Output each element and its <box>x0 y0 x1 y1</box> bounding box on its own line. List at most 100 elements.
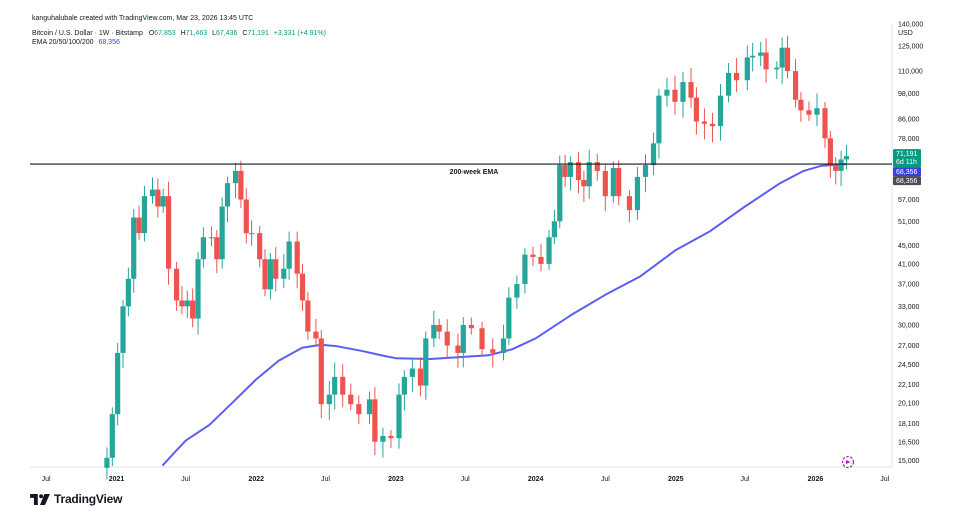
price-axis[interactable]: 15,000 16,500 18,100 20,100 22,100 24,500 27,0… <box>898 22 923 465</box>
x-tick-label: Jul <box>741 476 750 483</box>
candle <box>190 288 196 328</box>
candle-body <box>214 237 220 260</box>
candle <box>380 427 386 458</box>
candle-body <box>318 338 324 405</box>
y-tick-label: 27,000 <box>898 343 920 350</box>
candle <box>326 380 332 421</box>
candle <box>822 102 828 149</box>
candle <box>340 364 346 408</box>
candle-body <box>602 170 608 197</box>
candle <box>717 83 724 141</box>
countdown-value: 6d 11h <box>896 159 917 166</box>
candle-body <box>396 394 402 439</box>
candle <box>401 370 407 411</box>
candle-body <box>243 199 249 234</box>
candle <box>610 161 616 203</box>
candle <box>468 317 474 335</box>
candle-body <box>709 123 716 127</box>
candle-body <box>506 297 512 339</box>
last-price-tag-bg <box>893 149 921 168</box>
candle <box>174 261 180 311</box>
candle-body <box>774 67 780 70</box>
line-price-tag-bg <box>893 176 921 186</box>
line-price-value: 68,356 <box>896 178 918 185</box>
candle-body <box>313 331 319 339</box>
y-tick-label: 78,000 <box>898 136 920 143</box>
candle-body <box>372 399 378 442</box>
currency-label: USD <box>898 30 913 37</box>
tradingview-logo[interactable]: TradingView <box>30 492 122 506</box>
candle <box>396 383 402 449</box>
candle-body <box>332 376 338 395</box>
candle <box>267 252 273 300</box>
candle-body <box>273 259 279 279</box>
y-tick-label: 33,000 <box>898 304 920 311</box>
horizontal-line-layer: 200-week EMA <box>30 163 892 176</box>
candle-body <box>436 324 442 332</box>
candle-body <box>423 338 429 386</box>
candle-body <box>200 237 206 260</box>
candle <box>479 321 485 356</box>
candle <box>160 188 166 213</box>
candle-body <box>179 300 185 307</box>
candle <box>642 154 649 193</box>
candle-body <box>490 349 496 353</box>
candle-body <box>141 196 148 234</box>
y-tick-label: 98,000 <box>898 91 920 98</box>
candle-body <box>409 368 415 377</box>
candle <box>814 93 820 126</box>
candle-body <box>822 108 828 139</box>
candle-body <box>190 300 196 319</box>
candle <box>219 197 225 269</box>
candle-body <box>650 143 657 166</box>
candle <box>680 71 686 118</box>
y-tick-label: 15,000 <box>898 458 920 465</box>
candle <box>332 362 338 410</box>
candle <box>460 317 466 368</box>
candle-body <box>155 189 161 207</box>
candle-body <box>104 457 110 468</box>
candle-body <box>219 206 225 260</box>
candle-body <box>348 394 354 405</box>
y-tick-label: 41,000 <box>898 261 920 268</box>
candle-body <box>455 345 461 353</box>
candle <box>688 68 694 108</box>
candle <box>693 87 700 135</box>
candle <box>214 230 220 274</box>
candle-body <box>500 338 507 353</box>
candle <box>634 167 641 220</box>
candle <box>490 338 496 368</box>
candle <box>313 318 319 346</box>
candle-body <box>688 82 694 98</box>
time-axis[interactable]: Jul 2021 Jul 2022 Jul 2023 Jul 2024 Jul 2025 Jul 20… <box>42 476 890 483</box>
candle <box>774 61 780 80</box>
candle <box>586 149 592 199</box>
candle-body <box>184 300 190 307</box>
y-tick-label: 110,000 <box>898 69 923 76</box>
candle <box>833 157 839 185</box>
candle-body <box>763 52 769 70</box>
candle-body <box>594 162 600 171</box>
candle-body <box>109 414 115 458</box>
replay-icon[interactable] <box>841 455 855 469</box>
candle-body <box>444 331 450 346</box>
ohlc-low: L67,436 <box>212 30 238 37</box>
candle-body <box>626 196 633 211</box>
x-tick-label: Jul <box>601 476 610 483</box>
candle-body <box>664 89 670 96</box>
candle <box>224 176 231 223</box>
candle <box>792 59 799 108</box>
candle <box>500 324 507 361</box>
candle <box>626 190 633 223</box>
candle <box>664 77 670 107</box>
candle-body <box>160 196 166 207</box>
candle <box>538 243 544 272</box>
candle <box>733 58 740 92</box>
candle-body <box>642 165 649 177</box>
candle <box>784 35 791 79</box>
candle-body <box>356 404 362 415</box>
candle <box>366 391 373 425</box>
candle <box>530 246 536 266</box>
candle <box>672 75 678 115</box>
ema-legend: EMA 20/50/100/200 68,356 <box>32 39 120 46</box>
